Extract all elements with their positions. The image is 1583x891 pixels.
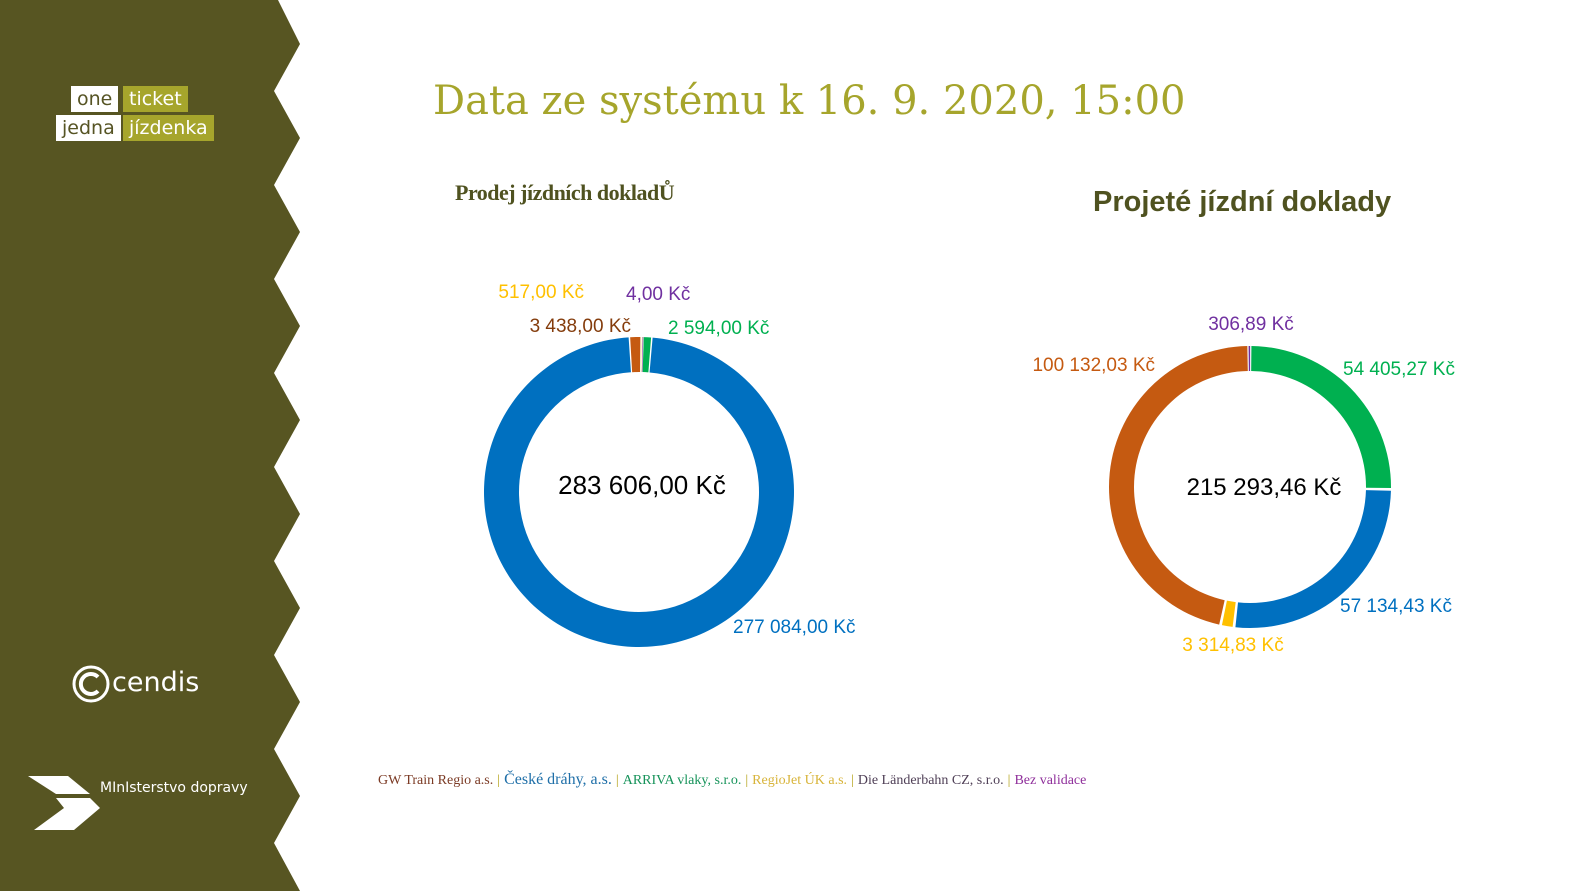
slice-value-label: 57 134,43 Kč bbox=[1340, 596, 1452, 617]
cendis-logo-icon bbox=[72, 665, 110, 703]
logo-one: one bbox=[71, 86, 119, 112]
legend-separator: | bbox=[851, 773, 854, 788]
legend-item: ARRIVA vlaky, s.r.o. bbox=[622, 773, 742, 788]
donut-slice bbox=[1108, 346, 1248, 625]
donut-slice bbox=[1251, 346, 1391, 488]
slice-value-label: 3 438,00 Kč bbox=[530, 316, 631, 337]
logo-ticket: ticket bbox=[123, 86, 188, 112]
slice-value-label: 306,89 Kč bbox=[1208, 314, 1294, 335]
donut-slice bbox=[1235, 490, 1391, 628]
chart-title-used: Projeté jízdní doklady bbox=[1093, 186, 1392, 218]
ministry-logo-icon bbox=[28, 776, 100, 830]
legend-item: RegioJet ÚK a.s. bbox=[752, 773, 848, 788]
legend-separator: | bbox=[1007, 773, 1011, 788]
legend-separator: | bbox=[745, 773, 749, 788]
donut-slice bbox=[1221, 600, 1236, 627]
donut-slice bbox=[641, 337, 644, 373]
cendis-logo-text: cendis bbox=[112, 667, 200, 698]
slice-value-label: 277 084,00 Kč bbox=[733, 617, 856, 638]
legend-item: České dráhy, a.s. bbox=[504, 771, 612, 788]
legend-separator: | bbox=[615, 773, 619, 788]
slice-value-label: 54 405,27 Kč bbox=[1343, 359, 1455, 380]
page-title: Data ze systému k 16. 9. 2020, 15:00 bbox=[433, 78, 1186, 124]
donut-slice bbox=[642, 337, 652, 373]
slice-value-label: 4,00 Kč bbox=[626, 284, 690, 305]
legend-item: Bez validace bbox=[1014, 773, 1087, 788]
donut-slice bbox=[641, 337, 643, 373]
slice-value-label: 100 132,03 Kč bbox=[1032, 355, 1155, 376]
slice-value-label: 2 594,00 Kč bbox=[668, 318, 769, 339]
legend-item: GW Train Regio a.s. bbox=[378, 773, 494, 788]
center-total-used: 215 293,46 Kč bbox=[1187, 474, 1342, 501]
legend-item: Die Länderbahn CZ, s.r.o. bbox=[857, 773, 1004, 788]
logo-jizdenka: jízdenka bbox=[123, 115, 214, 141]
legend-separator: | bbox=[497, 773, 501, 788]
carrier-legend: GW Train Regio a.s. | České dráhy, a.s. | AR… bbox=[378, 771, 1086, 789]
chart-title-sales: Prodej jízdních dokladŮ bbox=[455, 180, 675, 205]
slice-value-label: 3 314,83 Kč bbox=[1182, 635, 1283, 656]
donut-slice bbox=[1248, 346, 1251, 372]
donut-slice bbox=[630, 337, 641, 373]
center-total-sales: 283 606,00 Kč bbox=[558, 470, 726, 500]
logo-jedna: jedna bbox=[56, 115, 121, 141]
ministry-logo-text: MInIsterstvo dopravy bbox=[100, 780, 248, 796]
sidebar-zigzag-background bbox=[0, 0, 300, 891]
sidebar: one ticket jedna jízdenka cendis MInIste… bbox=[0, 0, 300, 891]
slice-value-label: 517,00 Kč bbox=[498, 282, 584, 303]
